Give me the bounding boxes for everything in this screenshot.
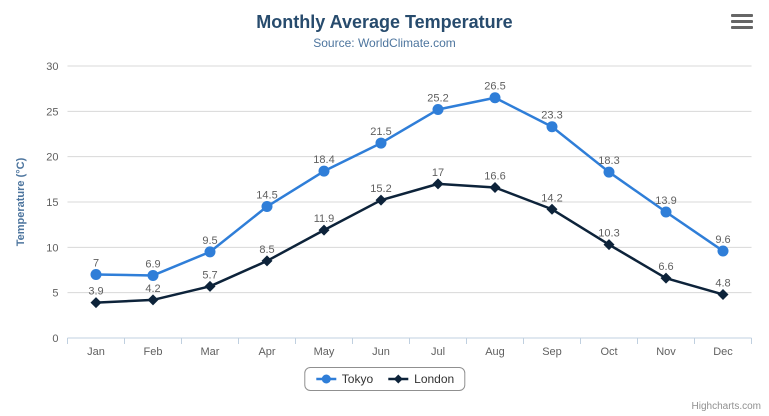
- legend-marker-circle-icon: [315, 374, 336, 384]
- data-label: 14.5: [256, 190, 277, 202]
- point-london-aug[interactable]: [489, 181, 501, 193]
- x-axis-category-label: Sep: [542, 346, 562, 358]
- x-axis-category-label: Apr: [258, 346, 275, 358]
- point-london-dec[interactable]: [717, 288, 729, 300]
- x-axis-category-label: Jul: [431, 346, 445, 358]
- data-label: 21.5: [370, 126, 391, 138]
- point-tokyo-jul[interactable]: [432, 104, 444, 116]
- point-london-jan[interactable]: [90, 297, 102, 309]
- point-london-oct[interactable]: [603, 239, 615, 251]
- y-axis-title: Temperature (°C): [15, 157, 27, 246]
- hamburger-icon: [731, 14, 753, 29]
- point-london-nov[interactable]: [660, 272, 672, 284]
- data-label: 9.5: [202, 235, 217, 247]
- point-london-jun[interactable]: [375, 194, 387, 206]
- x-axis-category-label: May: [314, 346, 335, 358]
- data-label: 18.3: [598, 155, 619, 167]
- legend-item-london[interactable]: London: [387, 372, 454, 386]
- data-label: 6.6: [658, 261, 673, 273]
- x-axis-category-label: Jan: [87, 346, 105, 358]
- data-label: 17: [432, 167, 444, 179]
- data-label: 8.5: [259, 244, 274, 256]
- data-label: 4.8: [715, 277, 730, 289]
- data-label: 4.2: [145, 283, 160, 295]
- data-label: 14.2: [541, 192, 562, 204]
- y-axis-tick-label: 20: [46, 152, 58, 164]
- point-london-feb[interactable]: [147, 294, 159, 306]
- x-axis-category-label: Mar: [201, 346, 220, 358]
- legend-item-label: Tokyo: [341, 372, 374, 386]
- y-axis-tick-label: 30: [46, 61, 58, 73]
- point-london-sep[interactable]: [546, 203, 558, 215]
- series-line-london: [94, 182, 725, 304]
- point-tokyo-may[interactable]: [318, 165, 330, 177]
- y-axis-tick-label: 25: [46, 106, 58, 118]
- data-label: 23.3: [541, 110, 562, 122]
- point-tokyo-dec[interactable]: [717, 245, 729, 257]
- data-label: 16.6: [484, 170, 505, 182]
- data-label: 10.3: [598, 228, 619, 240]
- y-axis-tick-label: 15: [46, 197, 58, 209]
- point-tokyo-sep[interactable]: [546, 121, 558, 133]
- data-label: 26.5: [484, 81, 505, 93]
- point-tokyo-mar[interactable]: [204, 246, 216, 258]
- point-london-mar[interactable]: [204, 280, 216, 292]
- y-axis-tick-label: 10: [46, 242, 58, 254]
- point-tokyo-oct[interactable]: [603, 166, 615, 178]
- point-tokyo-jun[interactable]: [375, 137, 387, 149]
- x-axis-category-label: Aug: [485, 346, 505, 358]
- series-line-tokyo: [94, 96, 725, 277]
- point-tokyo-aug[interactable]: [489, 92, 501, 104]
- data-label: 11.9: [314, 213, 335, 225]
- point-tokyo-jan[interactable]: [90, 269, 102, 281]
- x-axis-category-label: Oct: [600, 346, 617, 358]
- point-london-jul[interactable]: [432, 178, 444, 190]
- legend-item-tokyo[interactable]: Tokyo: [315, 372, 373, 386]
- data-label: 15.2: [370, 183, 391, 195]
- data-label: 9.6: [715, 234, 730, 246]
- legend: Tokyo London: [303, 367, 466, 391]
- data-label: 6.9: [145, 258, 160, 270]
- data-label: 5.7: [202, 269, 217, 281]
- data-label: 18.4: [313, 154, 334, 166]
- point-tokyo-apr[interactable]: [261, 201, 273, 213]
- point-london-may[interactable]: [318, 224, 330, 236]
- point-tokyo-nov[interactable]: [660, 206, 672, 218]
- credits-link[interactable]: Highcharts.com: [691, 401, 761, 412]
- context-menu-button[interactable]: [729, 12, 755, 31]
- y-axis-tick-label: 0: [52, 333, 58, 345]
- data-label: 25.2: [427, 93, 448, 105]
- chart-subtitle: Source: WorldClimate.com: [313, 36, 456, 50]
- chart-title: Monthly Average Temperature: [256, 12, 513, 32]
- legend-item-label: London: [414, 372, 455, 386]
- point-tokyo-feb[interactable]: [147, 269, 159, 281]
- x-axis-category-label: Nov: [656, 346, 676, 358]
- data-label: 7: [93, 258, 99, 270]
- x-axis-category-label: Feb: [144, 346, 163, 358]
- x-axis-category-label: Dec: [713, 346, 733, 358]
- data-label: 13.9: [655, 195, 676, 207]
- x-axis-category-label: Jun: [372, 346, 390, 358]
- legend-marker-diamond-icon: [388, 374, 409, 384]
- y-axis-tick-label: 5: [52, 288, 58, 300]
- point-london-apr[interactable]: [261, 255, 273, 267]
- data-label: 3.9: [88, 286, 103, 298]
